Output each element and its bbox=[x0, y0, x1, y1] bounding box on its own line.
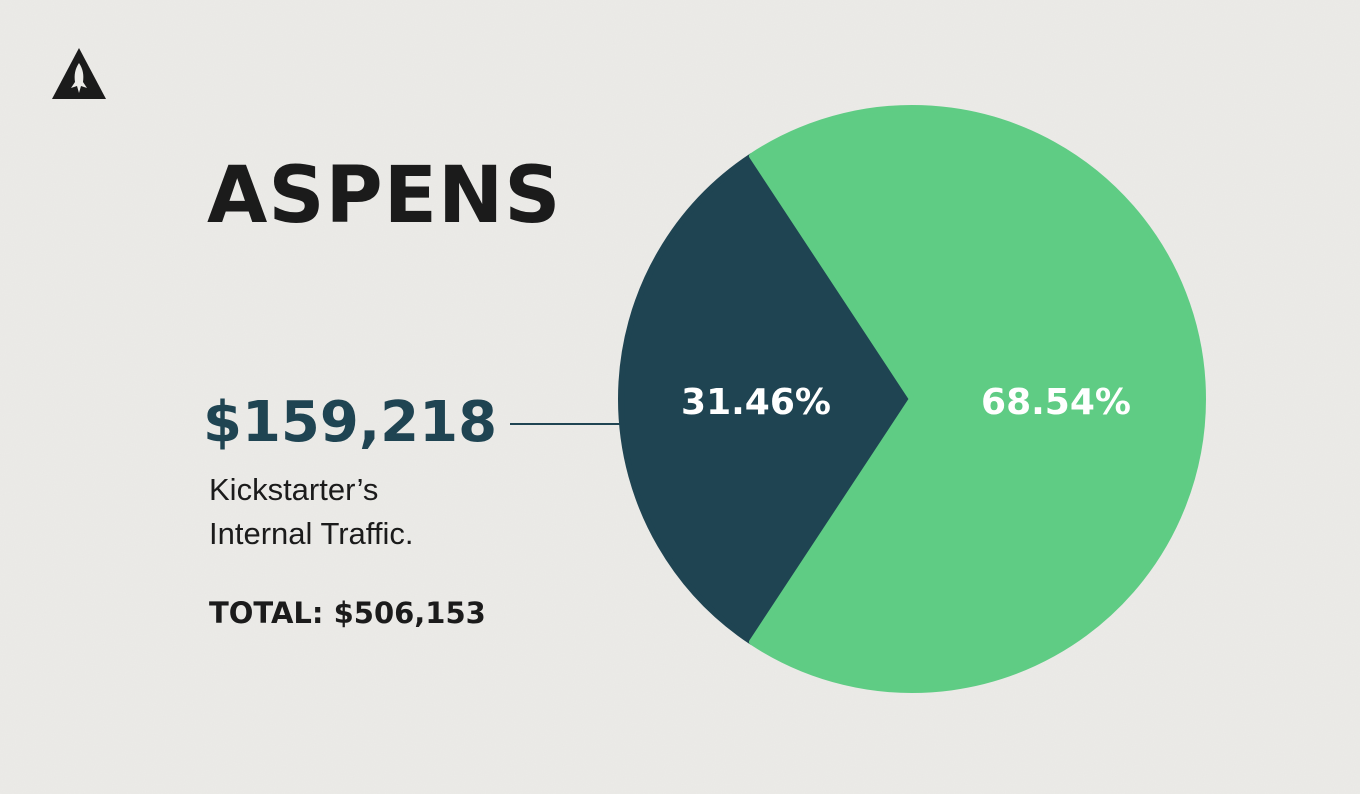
callout-amount: $159,218 bbox=[203, 390, 498, 455]
callout-description-line-2: Internal Traffic. bbox=[209, 516, 414, 551]
pie-slice-2 bbox=[748, 105, 1206, 693]
callout-description-line-1: Kickstarter’s bbox=[209, 472, 379, 507]
callout-total: TOTAL: $506,153 bbox=[209, 596, 486, 630]
pie-slice-label-1: 31.46% bbox=[681, 382, 831, 423]
pie-slice-label-2: 68.54% bbox=[981, 382, 1131, 423]
callout-connector-line bbox=[510, 423, 625, 425]
callout-description: Kickstarter’s Internal Traffic. bbox=[209, 468, 413, 556]
page-title: ASPENS bbox=[207, 151, 562, 241]
arrowhead-logo-icon bbox=[52, 48, 106, 99]
pie-slice-1 bbox=[618, 152, 915, 646]
